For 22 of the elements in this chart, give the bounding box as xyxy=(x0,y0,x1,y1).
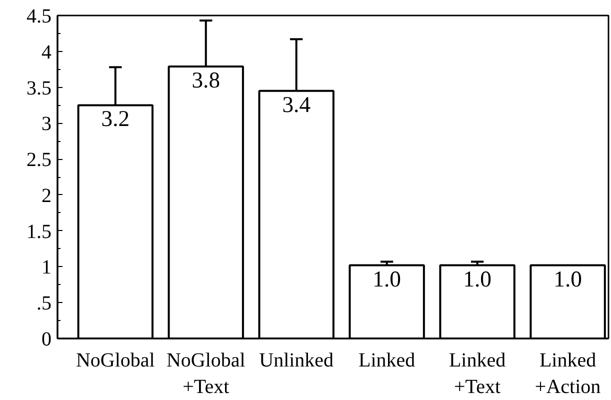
x-tick-label: Linked +Action xyxy=(534,350,601,398)
y-tick-label: 2 xyxy=(42,184,52,207)
y-tick-label: 1 xyxy=(42,256,52,279)
data-label: 3.2 xyxy=(101,106,130,132)
data-label: 1.0 xyxy=(554,266,582,292)
data-label: 3.4 xyxy=(282,92,311,117)
data-label: 3.8 xyxy=(192,67,220,92)
data-label: 1.0 xyxy=(372,266,401,292)
y-tick-label: 3 xyxy=(42,113,52,136)
y-tick-label: 4 xyxy=(42,41,52,64)
x-tick-label: Linked +Text xyxy=(448,350,506,398)
y-tick-label: .5 xyxy=(36,292,52,315)
y-tick-label: 4.5 xyxy=(26,6,52,28)
y-tick-label: 3.5 xyxy=(26,77,52,100)
x-tick-label: Linked xyxy=(358,350,416,372)
y-tick-label: 0 xyxy=(42,328,52,350)
x-tick-label: NoGlobal +Text xyxy=(166,350,246,398)
x-tick-label: Unlinked xyxy=(259,350,334,372)
y-tick-label: 2.5 xyxy=(26,149,52,172)
x-tick-label: NoGlobal xyxy=(76,350,156,372)
y-tick-label: 1.5 xyxy=(26,220,52,243)
data-label: 1.0 xyxy=(463,266,492,292)
